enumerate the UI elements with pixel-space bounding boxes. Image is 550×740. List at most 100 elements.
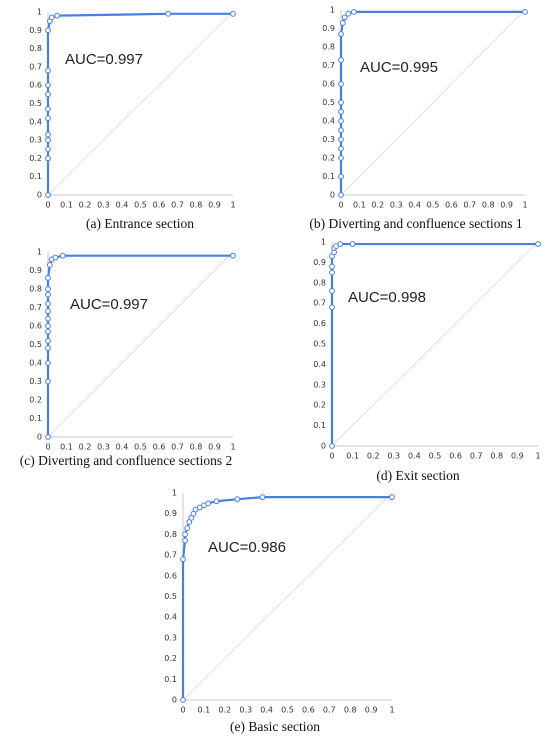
y-tick-label: 0.3 [164, 633, 177, 642]
reference-diagonal [47, 11, 234, 196]
point [45, 315, 51, 322]
x-tick-label: 0.2 [371, 201, 384, 210]
y-tick-label: 0.7 [29, 303, 42, 312]
point [45, 67, 51, 74]
y-tick-label: 0.1 [29, 172, 42, 181]
y-tick-label: 0.3 [313, 380, 326, 389]
point [48, 14, 55, 21]
y-tick-label: 0.7 [322, 61, 335, 70]
y-tick-label: 0.2 [164, 654, 177, 663]
y-tick-label: 0.7 [313, 299, 326, 308]
x-tick-label: 0.2 [79, 201, 92, 210]
point [230, 252, 236, 259]
auc-annotation: AUC=0.986 [208, 539, 286, 556]
point [338, 57, 344, 63]
y-tick-label: 0.8 [322, 43, 335, 52]
x-tick-label: 0.5 [134, 201, 147, 210]
x-tick-label: 0.4 [260, 706, 273, 715]
point [45, 300, 51, 307]
y-tick-label: 0.3 [29, 136, 42, 145]
y-tick-label: 0 [330, 191, 335, 200]
y-tick-label: 0.2 [29, 396, 42, 405]
y-tick-label: 0.6 [29, 81, 42, 90]
point [259, 494, 266, 501]
point [329, 269, 335, 276]
y-tick-label: 0 [37, 433, 42, 442]
point [234, 496, 241, 503]
x-tick-label: 0.7 [171, 443, 184, 452]
point [45, 337, 51, 344]
point [45, 323, 51, 329]
point [329, 443, 335, 449]
y-tick-label: 0.6 [164, 571, 177, 580]
x-tick-label: 0.8 [482, 201, 495, 210]
x-tick-label: 0.9 [208, 443, 221, 452]
x-tick-label: 0.9 [511, 452, 524, 461]
y-tick-label: 0.4 [29, 117, 42, 126]
x-tick-label: 0.4 [116, 201, 129, 210]
y-tick-label: 0.4 [29, 359, 42, 368]
y-tick-label: 0.9 [322, 24, 335, 33]
y-tick-label: 0.1 [164, 675, 177, 684]
point [341, 14, 348, 21]
y-tick-label: 0.5 [29, 340, 42, 349]
x-tick-label: 1 [230, 201, 235, 210]
x-tick-label: 0.2 [79, 443, 92, 452]
y-tick-label: 0.4 [164, 613, 177, 622]
point [338, 192, 344, 198]
point [45, 286, 51, 292]
auc-annotation: AUC=0.997 [65, 51, 143, 68]
x-tick-label: 0.4 [408, 452, 421, 461]
panel-caption: (a) Entrance section [86, 216, 194, 231]
x-tick-label: 0.5 [427, 201, 440, 210]
point [184, 525, 191, 532]
x-tick-label: 0.8 [190, 201, 203, 210]
point [338, 145, 344, 152]
y-tick-label: 0.1 [322, 172, 335, 181]
point [45, 131, 51, 138]
x-tick-label: 0 [45, 201, 50, 210]
point [182, 531, 188, 538]
y-tick-label: 1 [321, 238, 326, 247]
y-tick-label: 0.5 [29, 99, 42, 108]
x-tick-label: 0.8 [190, 443, 203, 452]
point [338, 118, 344, 124]
point [345, 10, 352, 17]
point [337, 241, 344, 247]
point [45, 27, 51, 34]
point [45, 291, 51, 298]
point [45, 308, 51, 315]
point [338, 81, 344, 87]
y-tick-label: 0.3 [322, 135, 335, 144]
point [182, 537, 188, 544]
x-tick-label: 0 [45, 443, 50, 452]
point [180, 556, 186, 563]
x-tick-label: 0.1 [198, 706, 211, 715]
point [349, 241, 356, 247]
x-tick-label: 0.1 [353, 201, 366, 210]
y-tick-label: 0 [321, 442, 326, 451]
point [338, 155, 344, 161]
x-tick-label: 0.3 [387, 452, 400, 461]
x-tick-label: 0.5 [281, 706, 294, 715]
y-tick-label: 0.2 [29, 154, 42, 163]
point [350, 8, 357, 15]
x-tick-label: 0.1 [60, 201, 73, 210]
x-tick-label: 0.3 [390, 201, 403, 210]
y-tick-label: 0.7 [29, 62, 42, 71]
x-tick-label: 0.4 [116, 443, 129, 452]
x-tick-label: 0 [329, 452, 334, 461]
point [339, 20, 346, 26]
point [165, 10, 172, 17]
x-tick-label: 0.9 [500, 201, 513, 210]
point [45, 106, 51, 112]
y-tick-label: 0.8 [164, 530, 177, 539]
y-tick-label: 0.9 [313, 258, 326, 267]
y-tick-label: 0.3 [29, 377, 42, 386]
point [522, 8, 528, 15]
point [52, 254, 59, 261]
x-tick-label: 0.3 [97, 443, 110, 452]
y-tick-label: 0.4 [322, 117, 335, 126]
point [535, 241, 541, 247]
